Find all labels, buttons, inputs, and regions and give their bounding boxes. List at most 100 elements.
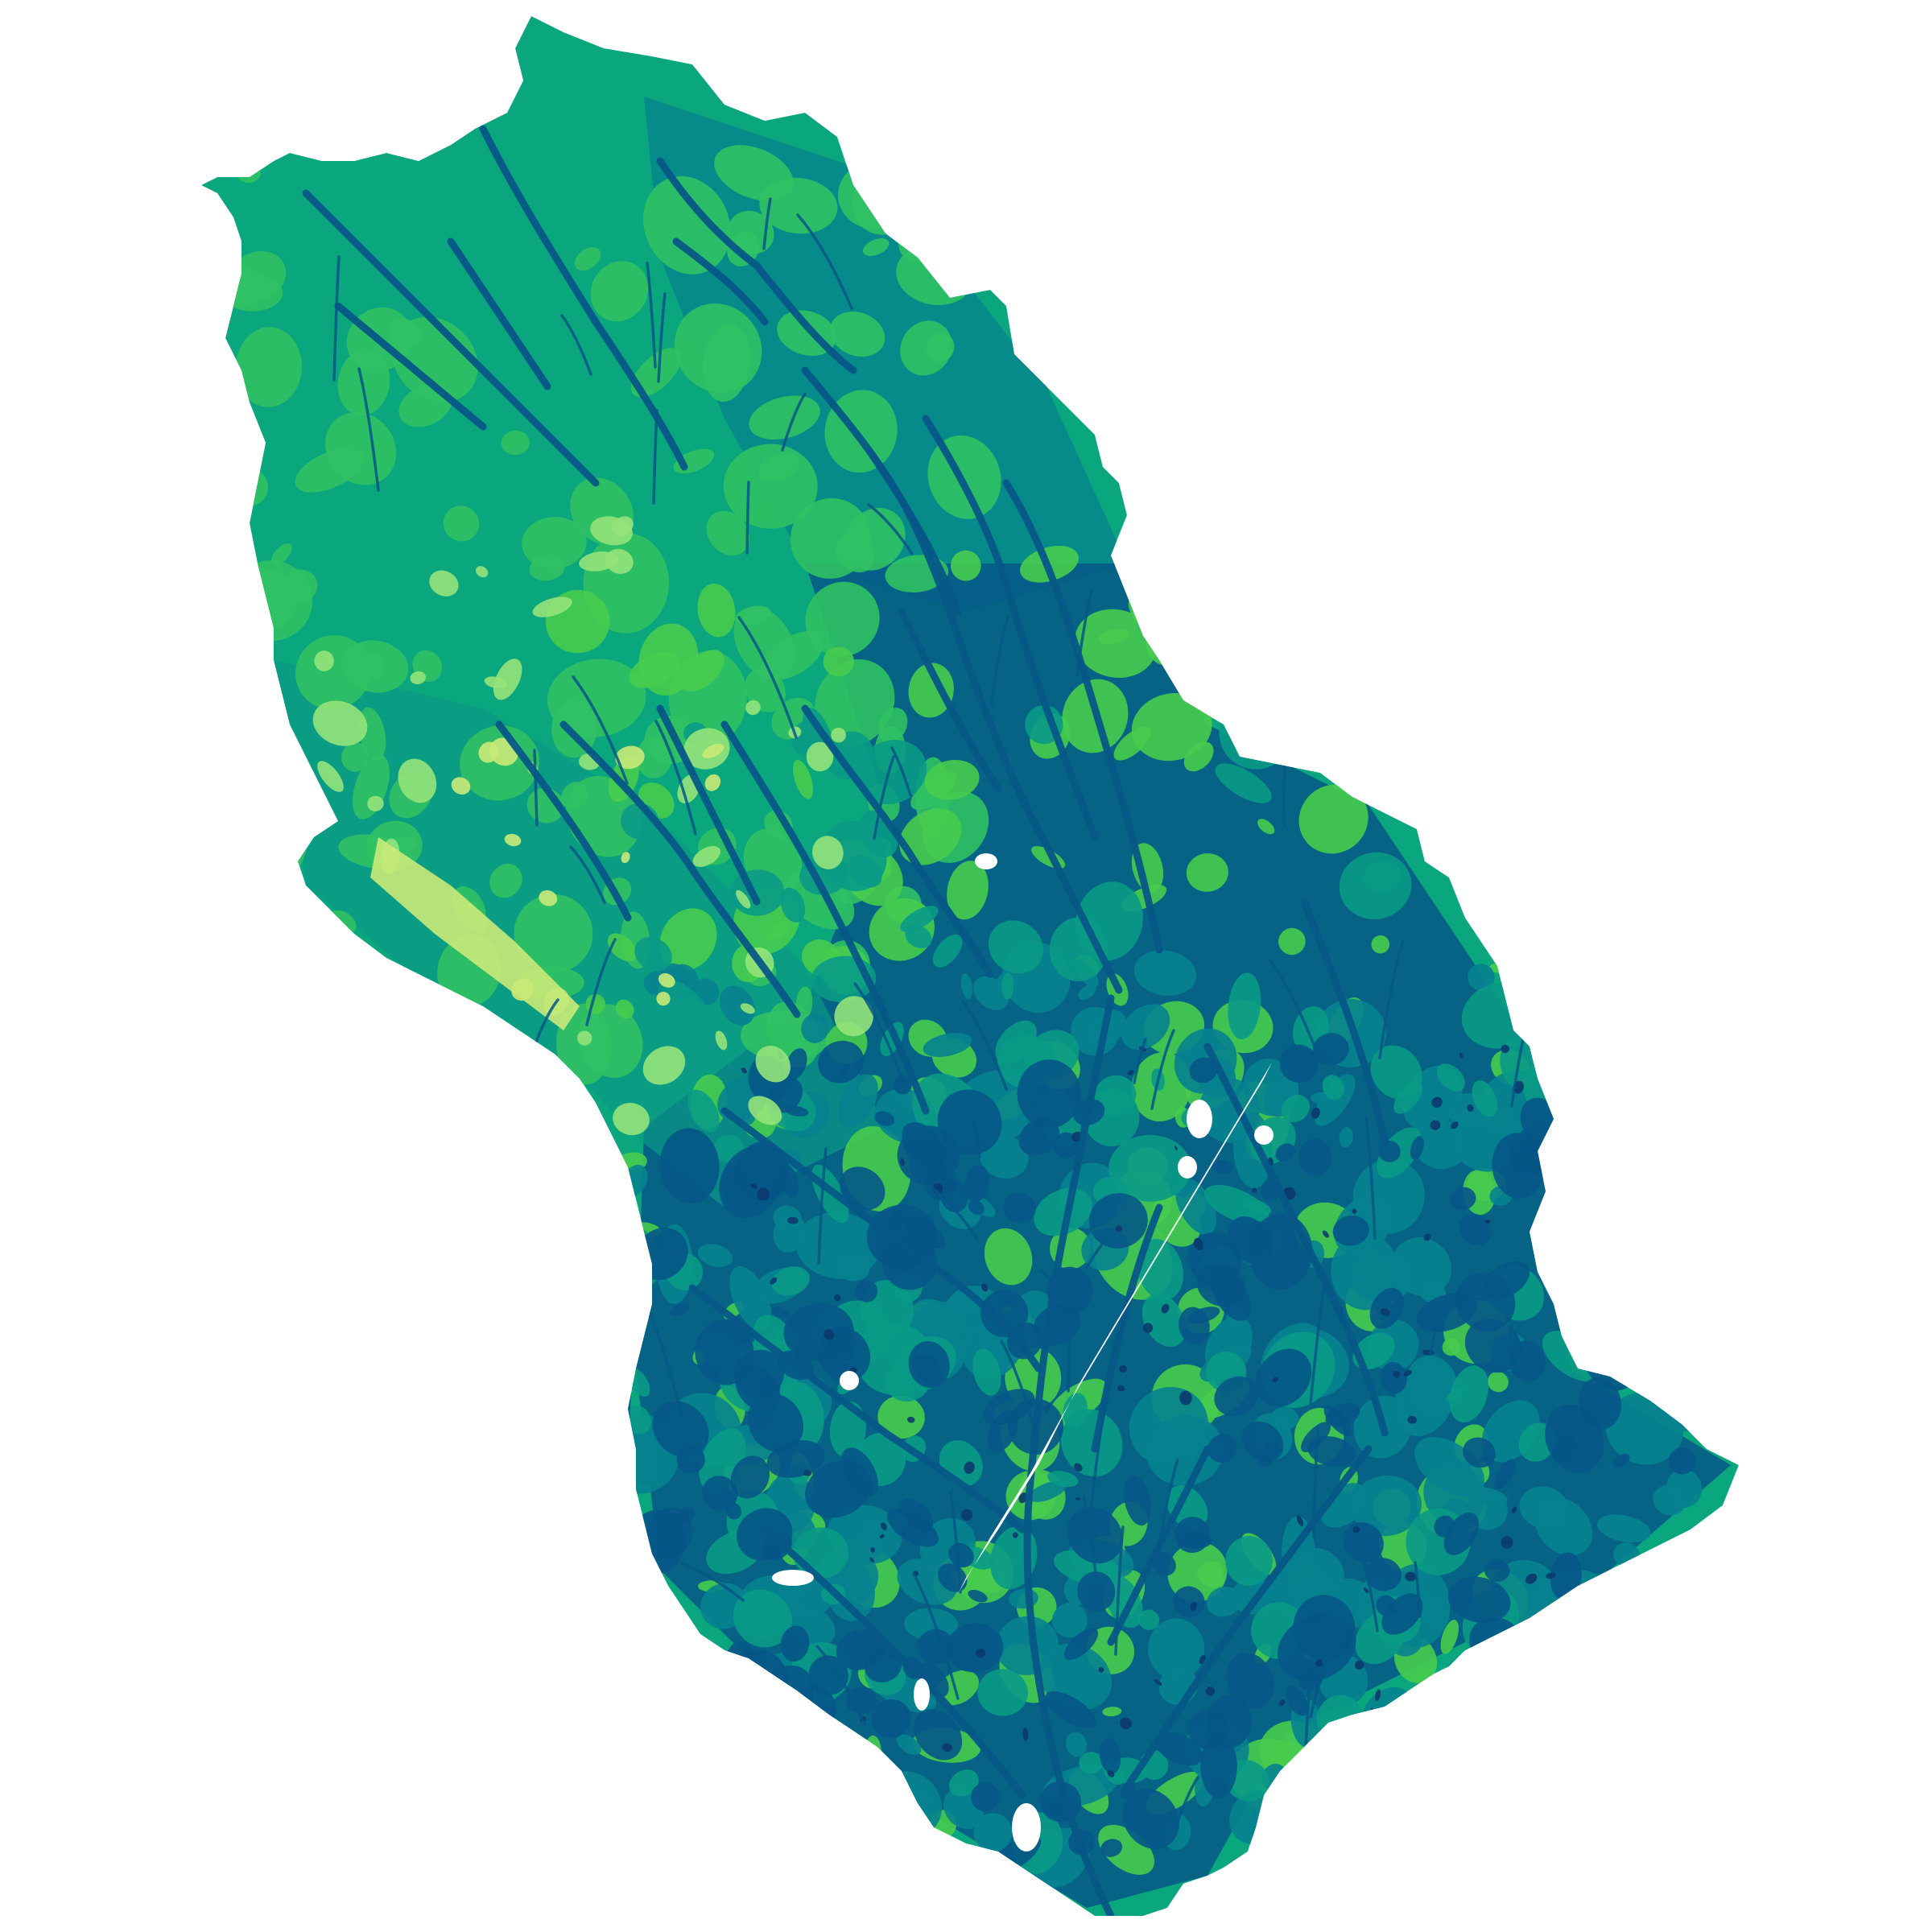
landcover-patch xyxy=(1272,1822,1318,1876)
landcover-patch xyxy=(1628,1189,1667,1224)
landcover-patch xyxy=(1270,1407,1299,1430)
landcover-patch xyxy=(1449,1187,1476,1211)
landcover-patch xyxy=(597,1373,615,1408)
landcover-patch xyxy=(894,1090,913,1112)
tributary-line xyxy=(1286,499,1348,595)
landcover-patch xyxy=(936,1670,979,1706)
landcover-patch xyxy=(834,1748,865,1785)
landcover-patch xyxy=(766,1719,802,1745)
landcover-patch xyxy=(793,759,813,799)
landcover-patch xyxy=(1001,972,1014,1000)
landcover-patch xyxy=(574,247,601,271)
landcover-patch xyxy=(1275,1143,1295,1162)
tributary-line xyxy=(1378,939,1405,1059)
tributary-line xyxy=(569,845,606,904)
landcover-patch xyxy=(1381,1593,1423,1635)
landcover-patch xyxy=(1624,1311,1724,1390)
landcover-patch xyxy=(1128,1070,1134,1075)
landcover-patch xyxy=(1193,1237,1203,1251)
landcover-patch xyxy=(1047,1471,1079,1488)
landcover-patch xyxy=(835,535,875,573)
stream-line xyxy=(1091,1203,1163,1453)
landcover-patch xyxy=(1212,1159,1233,1175)
landcover-patch xyxy=(597,1778,671,1850)
landcover-patch xyxy=(1119,1365,1127,1373)
landcover-patch xyxy=(1339,1126,1353,1148)
landcover-patch xyxy=(770,1277,778,1285)
pale-band xyxy=(370,837,580,1030)
landcover-patch xyxy=(1567,1034,1619,1085)
landcover-patch xyxy=(1577,1584,1645,1620)
tributary-line xyxy=(853,982,906,1086)
landcover-patch xyxy=(926,167,972,203)
landcover-patch xyxy=(1314,1074,1356,1126)
landcover-patch xyxy=(818,1040,865,1084)
landcover-patch xyxy=(1459,1052,1463,1059)
landcover-patch xyxy=(648,1799,667,1818)
nodata-patch xyxy=(1254,1125,1274,1145)
landcover-patch xyxy=(964,1461,975,1475)
landcover-patch xyxy=(845,1687,877,1714)
landcover-patch xyxy=(704,774,721,791)
landcover-patch xyxy=(795,1765,840,1816)
landcover-patch xyxy=(831,727,846,743)
landcover-patch xyxy=(828,1738,834,1746)
landcover-patch xyxy=(1355,1735,1375,1760)
landcover-patch xyxy=(658,980,712,1038)
landcover-patch xyxy=(780,1625,810,1662)
landcover-patch xyxy=(1572,1253,1578,1256)
stream-line xyxy=(559,720,801,1018)
landcover-patch xyxy=(719,1146,784,1218)
landcover-patch xyxy=(1525,1829,1561,1866)
landcover-patch xyxy=(824,1329,835,1340)
tributary-line xyxy=(526,1223,571,1261)
tributary-line xyxy=(796,213,853,310)
landcover-patch xyxy=(695,1319,754,1385)
landcover-patch xyxy=(692,846,721,867)
landcover-patch xyxy=(1255,1348,1312,1407)
landcover-patch xyxy=(706,510,749,555)
landcover-patch xyxy=(1073,1463,1083,1472)
landcover-patch xyxy=(712,1761,782,1800)
landcover-patch xyxy=(874,1111,895,1126)
tributary-line xyxy=(1359,1549,1379,1633)
landcover-patch xyxy=(1405,1571,1417,1582)
landcover-patch xyxy=(1189,1057,1218,1084)
landcover-patch xyxy=(702,743,724,758)
landcover-patch xyxy=(1122,1788,1179,1849)
landcover-patch xyxy=(1315,1759,1371,1815)
landcover-patch xyxy=(1666,1251,1707,1290)
tributary-line xyxy=(1483,581,1503,687)
landcover-patch xyxy=(1565,1755,1623,1827)
landcover-patch xyxy=(1514,846,1587,921)
landcover-patch xyxy=(646,1806,688,1856)
landcover-patch xyxy=(1463,646,1481,674)
landcover-patch xyxy=(960,1509,973,1521)
landcover-patch xyxy=(1506,1690,1566,1745)
tributary-line xyxy=(1370,1707,1427,1818)
landcover-patch xyxy=(1459,1214,1492,1245)
tributary-line xyxy=(1309,1627,1340,1719)
landcover-patch xyxy=(1154,1732,1203,1766)
landcover-patch xyxy=(950,550,981,581)
tributary-line xyxy=(1085,1233,1113,1269)
stream-line xyxy=(1123,1445,1373,1791)
landcover-patch xyxy=(1323,1762,1383,1790)
landcover-patch xyxy=(948,1769,979,1797)
landcover-patch xyxy=(799,1784,844,1813)
landcover-patch xyxy=(1514,1810,1580,1874)
tributary-line xyxy=(560,314,592,376)
nodata-patch xyxy=(1187,1100,1212,1138)
landcover-patch xyxy=(1141,1294,1187,1348)
landcover-patch xyxy=(1545,1404,1604,1473)
tributary-line xyxy=(1348,688,1361,780)
landcover-patch xyxy=(621,852,630,864)
landcover-patch xyxy=(1296,1514,1304,1527)
tributary-line xyxy=(912,1572,960,1700)
landcover-patch xyxy=(1468,964,1495,991)
landcover-patch xyxy=(861,1810,928,1854)
landcover-patch xyxy=(1467,1104,1474,1112)
landcover-patch xyxy=(410,671,426,685)
landcover-patch xyxy=(1483,1261,1530,1299)
